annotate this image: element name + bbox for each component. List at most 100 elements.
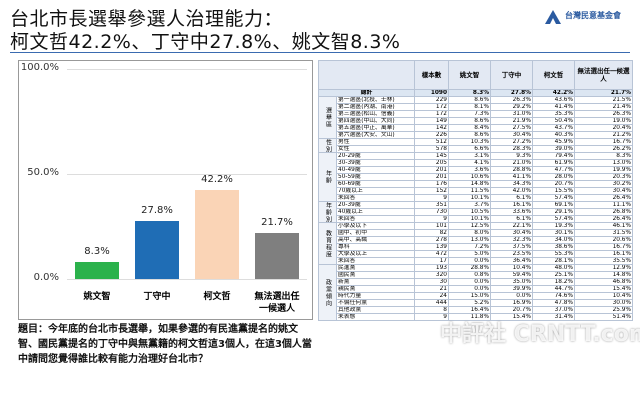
cell: 10.3% bbox=[448, 138, 491, 146]
column-header: 姚文智 bbox=[448, 60, 491, 90]
cell: 57.4% bbox=[532, 215, 575, 223]
table-row: 選舉區 第一選區(北投、士林) 229 8.6% 26.3% 43.6% 21.5% bbox=[318, 96, 633, 139]
cell: 41.1% bbox=[490, 173, 533, 181]
cell: 31.5% bbox=[574, 229, 633, 237]
logo-text: 台灣民意基金會 bbox=[565, 11, 621, 20]
group-label: 選舉區 bbox=[318, 96, 337, 139]
cell: 37.0% bbox=[532, 306, 575, 314]
row-label: 未表態 bbox=[336, 313, 415, 321]
cell: 46.8% bbox=[574, 278, 633, 286]
cell: 13.0% bbox=[574, 159, 633, 167]
sample-size: 320 bbox=[414, 271, 449, 279]
cell: 28.0% bbox=[532, 173, 575, 181]
cell: 19.3% bbox=[532, 222, 575, 230]
cell: 25.9% bbox=[574, 306, 633, 314]
cell: 42.0% bbox=[490, 187, 533, 195]
title-rule bbox=[10, 52, 630, 53]
row-label: 國中、初中 bbox=[336, 229, 415, 237]
cell: 10.4% bbox=[490, 264, 533, 272]
table-row: 年齡別 20-39歲 351 3.7% 16.1% 69.1% 11.1% bbox=[318, 201, 633, 223]
column-header: 丁守中 bbox=[490, 60, 533, 90]
cell: 13.0% bbox=[448, 236, 491, 244]
cell: 10.1% bbox=[448, 215, 491, 223]
row-label: 男性 bbox=[336, 138, 415, 146]
cell: 8.3% bbox=[448, 89, 491, 97]
cell: 27.2% bbox=[490, 138, 533, 146]
sample-size: 229 bbox=[414, 96, 449, 104]
table-row: 政黨傾向 民進黨 193 28.8% 10.4% 48.0% 12.9% bbox=[318, 264, 633, 321]
sample-size: 201 bbox=[414, 173, 449, 181]
crosstab: 樣本數 姚文智 丁守中 柯文哲 無法選出任一候選人 總計 1090 8.3% 27.8% 42.2… bbox=[318, 60, 633, 321]
table-row: 第六選區(大安、文山) 226 8.6% 30.4% 40.3% 21.2% bbox=[319, 131, 633, 139]
cell: 0.0% bbox=[490, 292, 533, 300]
table-row: 女性 578 6.6% 28.3% 39.0% 26.2% bbox=[319, 145, 633, 153]
table-row: 年齡 20-29歲 145 3.1% 9.3% 79.4% 8.3% bbox=[318, 152, 633, 202]
cell: 9.3% bbox=[490, 152, 533, 160]
row-label: 40歲以上 bbox=[336, 208, 415, 216]
sample-size: 8 bbox=[414, 306, 449, 314]
x-tick-label: 無法選出任一候選人 bbox=[254, 292, 300, 314]
cell: 0.8% bbox=[448, 271, 491, 279]
cell: 30.4% bbox=[490, 131, 533, 139]
cell: 15.0% bbox=[448, 292, 491, 300]
cell: 10.6% bbox=[448, 173, 491, 181]
table-row: 不偏任何黨 444 5.2% 16.9% 47.8% 30.0% bbox=[319, 299, 633, 307]
row-label: 不偏任何黨 bbox=[336, 299, 415, 307]
cell: 26.3% bbox=[574, 110, 633, 118]
sample-size: 1090 bbox=[414, 89, 449, 97]
cell: 36.4% bbox=[490, 257, 533, 265]
cell: 20.7% bbox=[532, 180, 575, 188]
sample-size: 172 bbox=[414, 110, 449, 118]
bar bbox=[255, 233, 299, 279]
cell: 6.6% bbox=[448, 145, 491, 153]
cell: 21.7% bbox=[574, 89, 633, 97]
cell: 35.3% bbox=[532, 110, 575, 118]
cell: 21.0% bbox=[490, 159, 533, 167]
cell: 8.3% bbox=[574, 152, 633, 160]
cell: 0.0% bbox=[448, 257, 491, 265]
table-row: 60-69歲 176 14.8% 34.3% 20.7% 30.2% bbox=[319, 180, 633, 188]
row-label: 大學及以上 bbox=[336, 250, 415, 258]
sample-size: 193 bbox=[414, 264, 449, 272]
row-label: 70歲以上 bbox=[336, 187, 415, 195]
cell: 0.0% bbox=[448, 278, 491, 286]
grid-line bbox=[67, 279, 307, 280]
cell: 28.8% bbox=[490, 166, 533, 174]
sample-size: 17 bbox=[414, 257, 449, 265]
cell: 16.1% bbox=[574, 250, 633, 258]
row-label: 專科 bbox=[336, 243, 415, 251]
header-blank bbox=[318, 60, 415, 90]
cell: 19.9% bbox=[574, 166, 633, 174]
table-row: 高中、高職 278 13.0% 32.3% 34.0% 20.6% bbox=[319, 236, 633, 244]
sample-size: 82 bbox=[414, 229, 449, 237]
row-label: 20-39歲 bbox=[336, 201, 415, 209]
cell: 20.6% bbox=[574, 236, 633, 244]
cell: 30.1% bbox=[532, 229, 575, 237]
group-label: 年齡 bbox=[318, 152, 337, 202]
cell: 19.0% bbox=[574, 117, 633, 125]
sample-size: 201 bbox=[414, 166, 449, 174]
row-label: 第六選區(大安、文山) bbox=[336, 131, 415, 139]
bar bbox=[195, 190, 239, 279]
sample-size: 9 bbox=[414, 215, 449, 223]
cell: 30.4% bbox=[490, 229, 533, 237]
sample-size: 176 bbox=[414, 180, 449, 188]
table-row: 國民黨 320 0.8% 59.4% 25.1% 14.8% bbox=[319, 271, 633, 279]
cell: 38.6% bbox=[532, 243, 575, 251]
sample-size: 9 bbox=[414, 194, 449, 202]
cell: 39.0% bbox=[532, 145, 575, 153]
sample-size: 21 bbox=[414, 285, 449, 293]
sample-size: 512 bbox=[414, 138, 449, 146]
cell: 74.6% bbox=[532, 292, 575, 300]
row-label: 40-49歲 bbox=[336, 166, 415, 174]
y-tick-label: 50.0% bbox=[27, 167, 59, 178]
cell: 6.1% bbox=[490, 215, 533, 223]
cell: 15.5% bbox=[532, 187, 575, 195]
table-row: 40-49歲 201 3.6% 28.8% 47.7% 19.9% bbox=[319, 166, 633, 174]
table-row: 其他政黨 8 16.4% 20.7% 37.0% 25.9% bbox=[319, 306, 633, 314]
x-tick-label: 姚文智 bbox=[83, 292, 111, 302]
table-row: 第五選區(中正、萬華) 142 8.4% 27.5% 43.7% 20.4% bbox=[319, 124, 633, 132]
table-row: 新黨 30 0.0% 35.0% 18.2% 46.8% bbox=[319, 278, 633, 286]
cell: 28.3% bbox=[490, 145, 533, 153]
cell: 55.3% bbox=[532, 250, 575, 258]
